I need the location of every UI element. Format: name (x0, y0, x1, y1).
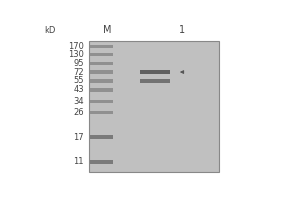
Text: 72: 72 (74, 68, 84, 77)
Bar (89, 41, 219, 172)
Text: 34: 34 (74, 97, 84, 106)
Text: 26: 26 (74, 108, 84, 117)
Text: 43: 43 (74, 85, 84, 94)
Text: 95: 95 (74, 59, 84, 68)
Text: 130: 130 (68, 50, 84, 59)
Bar (90, 100, 113, 103)
Text: 170: 170 (68, 42, 84, 51)
Text: 1: 1 (178, 25, 185, 35)
Bar (90, 45, 113, 48)
Text: M: M (103, 25, 112, 35)
Bar (90, 135, 113, 139)
Text: 11: 11 (74, 157, 84, 166)
Bar (90, 70, 113, 74)
Bar (140, 79, 170, 83)
Text: kD: kD (44, 26, 56, 35)
Bar (140, 70, 170, 74)
Text: 55: 55 (74, 76, 84, 85)
Bar (90, 160, 113, 164)
Text: 17: 17 (74, 133, 84, 142)
Bar (90, 53, 113, 56)
Bar (90, 88, 113, 92)
Bar (90, 79, 113, 83)
Bar (90, 111, 113, 114)
Bar (90, 62, 113, 65)
